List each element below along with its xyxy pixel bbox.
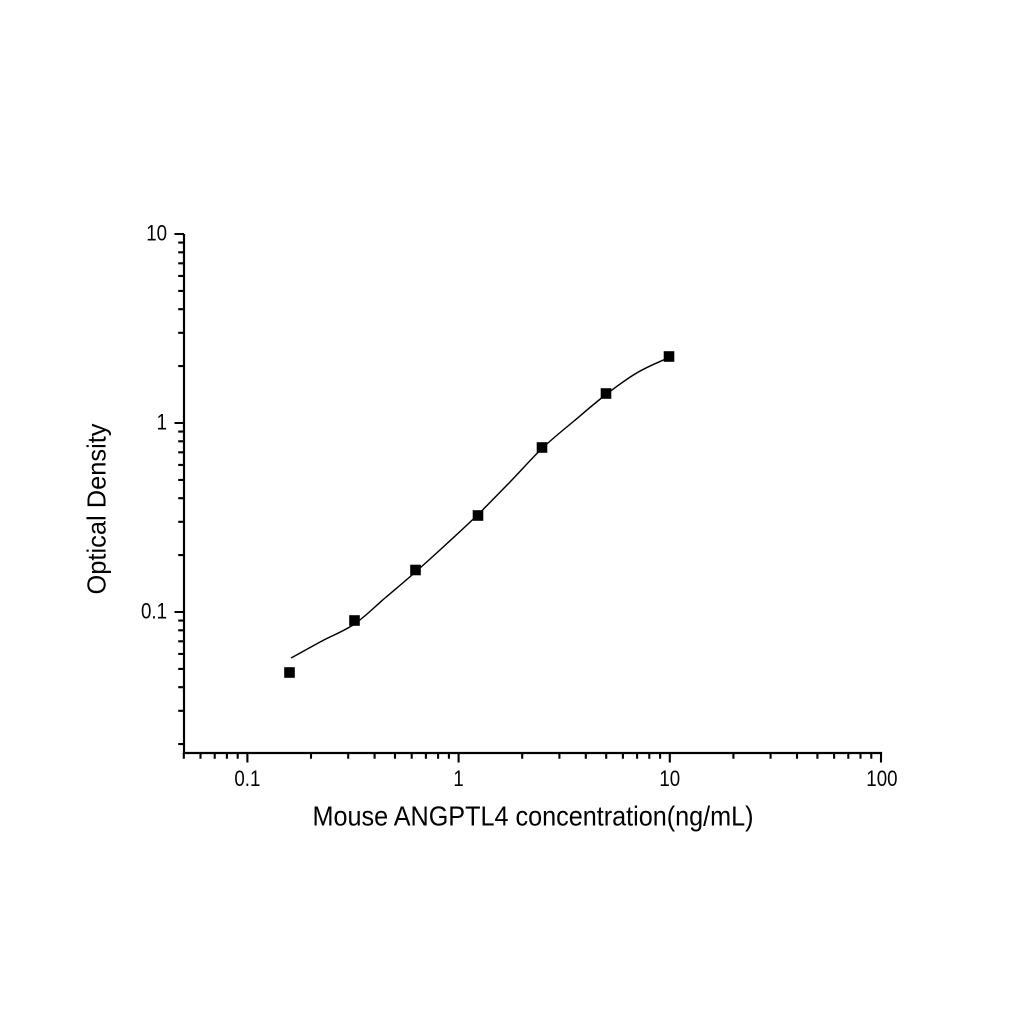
- svg-text:100: 100: [866, 766, 897, 791]
- svg-text:Optical Density: Optical Density: [82, 424, 112, 595]
- svg-text:10: 10: [146, 221, 167, 246]
- svg-text:1: 1: [453, 766, 463, 791]
- svg-text:1: 1: [157, 410, 167, 435]
- svg-text:0.1: 0.1: [141, 599, 167, 624]
- svg-text:0.1: 0.1: [234, 766, 260, 791]
- svg-text:10: 10: [659, 766, 680, 791]
- svg-text:Mouse ANGPTL4 concentration(ng: Mouse ANGPTL4 concentration(ng/mL): [313, 801, 754, 832]
